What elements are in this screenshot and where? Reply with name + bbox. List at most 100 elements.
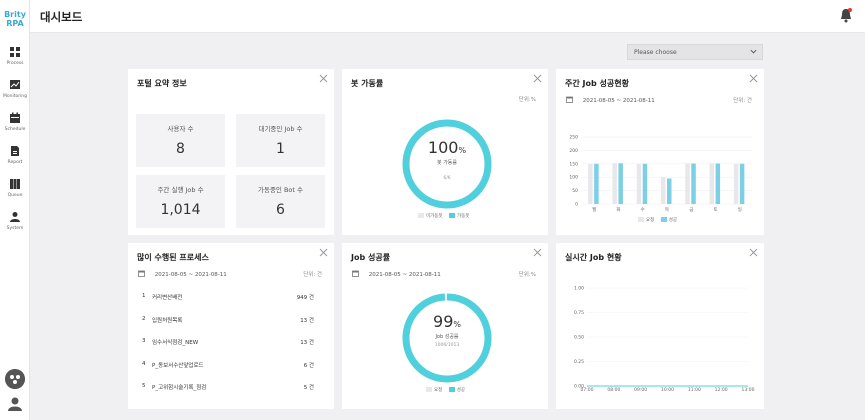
close-icon[interactable] — [533, 248, 542, 257]
sidebar-item-label: Report — [7, 160, 23, 165]
card-title: 실시간 Job 현황 — [565, 253, 622, 262]
x-tick-label: 08:00 — [607, 387, 620, 393]
percent-value: 99% — [433, 312, 461, 331]
tile-label: 대기중인 Job 수 — [258, 125, 303, 133]
tile-value: 6 — [276, 202, 285, 218]
summary-tile-waiting-jobs: 대기중인 Job 수 1 — [236, 114, 325, 167]
sidebar-item-label: System — [6, 226, 24, 231]
sidebar-item-label: Monitoring — [2, 94, 28, 99]
system-icon — [10, 212, 20, 222]
y-tick-label: 0.00 — [574, 384, 584, 390]
realtime-job-card: 실시간 Job 현황 0.00 0.25 0.50 0.75 1.00 07:00 08:0… — [556, 243, 764, 409]
x-tick-label: 11:00 — [688, 387, 701, 393]
y-tick-label: 250 — [569, 135, 578, 141]
y-tick-label: 1.00 — [574, 286, 584, 292]
x-tick-label: 수 — [641, 207, 645, 213]
page-title: 대시보드 — [40, 10, 83, 24]
card-title: Job 성공률 — [351, 253, 391, 262]
close-icon[interactable] — [749, 74, 758, 83]
process-icon — [10, 47, 20, 57]
legend-inactive: 미가동봇 — [426, 214, 443, 219]
queue-icon — [10, 179, 20, 189]
notification-badge — [848, 8, 852, 12]
list-item[interactable]: 2 입원처원목록 13 건 — [142, 315, 314, 324]
summary-tile-weekly-jobs: 주간 실행 Job 수 1,014 — [136, 175, 225, 228]
y-tick-label: 0.75 — [574, 310, 584, 316]
bar-request — [685, 163, 690, 204]
sidebar-item-label: Process — [6, 61, 24, 66]
tile-value: 1 — [276, 141, 285, 157]
bar-success — [594, 163, 599, 204]
sidebar-item-monitoring[interactable]: Monitoring — [0, 79, 30, 99]
x-tick-label: 13:00 — [742, 387, 755, 393]
sidebar-item-schedule[interactable]: Schedule — [0, 112, 30, 132]
bot-utilization-card: 봇 가동률 단위:% 100% 봇 가동률 6/6 미가동봇 가동봇 — [342, 69, 548, 235]
close-icon[interactable] — [319, 248, 328, 257]
calendar-icon[interactable] — [138, 270, 145, 277]
x-tick-label: 목 — [665, 207, 669, 213]
sidebar-item-report[interactable]: Report — [0, 145, 30, 165]
close-icon[interactable] — [749, 248, 758, 257]
y-tick-label: 50 — [572, 188, 578, 194]
list-item[interactable]: 3 임수서식점검_NEW 13 건 — [142, 338, 314, 346]
y-tick-label: 0 — [575, 202, 578, 208]
list-item[interactable]: 1 커리변산배전 949 건 — [142, 293, 314, 301]
bar-request — [733, 163, 739, 204]
bar-success — [715, 163, 721, 204]
calendar-icon[interactable] — [566, 96, 573, 103]
x-tick-label: 금 — [689, 207, 693, 213]
y-tick-label: 100 — [569, 175, 578, 181]
close-icon[interactable] — [319, 74, 328, 83]
donut-sub-label: 봇 가동률 — [437, 160, 457, 166]
bar-request — [661, 176, 666, 204]
x-tick-label: 10:00 — [661, 387, 674, 393]
x-tick-label: 월 — [592, 206, 596, 213]
bar-legend: 요청 성공 — [638, 217, 677, 223]
card-title: 많이 수행된 프로세스 — [137, 253, 209, 262]
y-tick-label: 0.25 — [574, 359, 584, 365]
y-tick-label: 200 — [569, 148, 578, 154]
donut-arc — [402, 293, 492, 383]
list-item[interactable]: 5 P_고위험시술기록_점검 5 건 — [142, 383, 314, 391]
x-tick-label: 09:00 — [634, 387, 647, 393]
portal-summary-card: 포털 요약 정보 사용자 수 8 대기중인 Job 수 1 주간 실행 Job … — [128, 69, 334, 235]
tile-value: 1,014 — [160, 202, 201, 218]
donut-count: 1006/1013 — [434, 343, 460, 348]
brity-rpa-logo[interactable]: Brity RPA — [4, 10, 26, 28]
card-title: 포털 요약 정보 — [137, 79, 187, 88]
x-tick-label: 일 — [738, 206, 742, 213]
close-icon[interactable] — [533, 74, 542, 83]
monitoring-icon — [10, 80, 20, 89]
schedule-icon — [10, 112, 20, 123]
sidebar: Brity RPA Process Monitoring Schedule Rep… — [0, 0, 30, 420]
y-tick-label: 150 — [569, 161, 578, 167]
legend-request: 요청 — [434, 388, 443, 393]
bar-success — [642, 163, 648, 204]
bot-utilization-donut: 100% 봇 가동률 6/6 — [397, 114, 497, 214]
user-avatar-icon[interactable] — [7, 396, 23, 412]
support-icon[interactable] — [5, 369, 25, 389]
sidebar-item-process[interactable]: Process — [0, 46, 30, 66]
bar-success — [691, 163, 696, 204]
donut-legend: 요청 성공 — [426, 387, 465, 393]
unit-label: 단위:% — [518, 272, 536, 278]
calendar-icon[interactable] — [352, 270, 359, 277]
legend-active: 가동봇 — [457, 214, 470, 219]
weekly-bar-chart: 0 50 100 150 200 250 월 화 수 목 금 토 일 — [569, 135, 752, 213]
bar-request — [612, 163, 617, 204]
list-item[interactable]: 4 P_동보서수산앞업로드 6 건 — [142, 360, 314, 369]
unit-label: 단위: 건 — [303, 272, 322, 278]
x-tick-label: 토 — [714, 207, 718, 213]
sidebar-item-queue[interactable]: Queue — [0, 178, 30, 198]
summary-tile-users: 사용자 수 8 — [136, 114, 225, 167]
process-list: 1 커리변산배전 949 건 2 입원처원목록 13 건 3 임수서식점검_NEW 13 건… — [142, 289, 314, 402]
sidebar-item-system[interactable]: System — [0, 211, 30, 231]
donut-sub-label: Job 성공률 — [435, 334, 459, 340]
header: 대시보드 — [30, 0, 865, 33]
report-icon — [11, 146, 19, 156]
card-title: 주간 Job 성공현황 — [565, 79, 629, 88]
period-select[interactable]: Please choose — [627, 44, 763, 60]
unit-label: 단위: 건 — [733, 98, 752, 104]
donut-count: 6/6 — [443, 176, 451, 181]
chevron-down-icon — [750, 49, 757, 54]
